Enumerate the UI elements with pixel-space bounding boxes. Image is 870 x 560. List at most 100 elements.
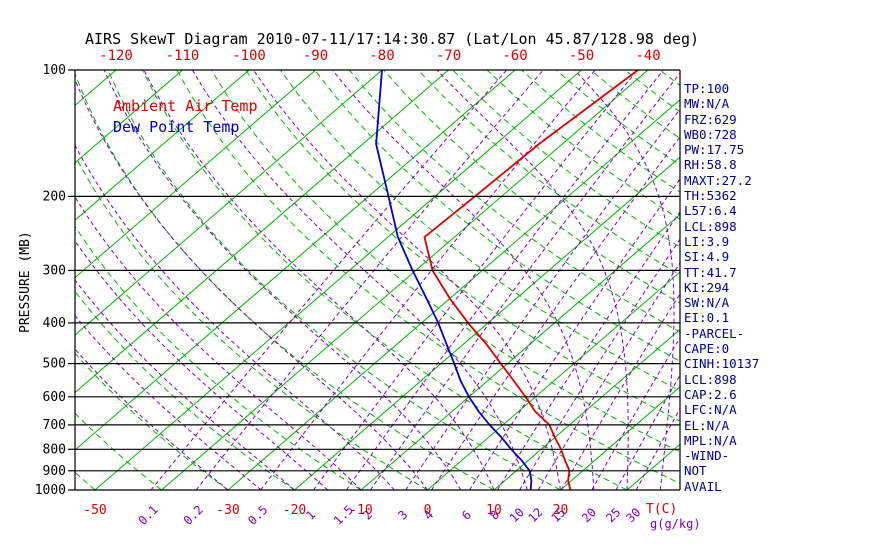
stat-line: TT:41.7 bbox=[684, 264, 737, 280]
pressure-tick-label: 400 bbox=[43, 316, 66, 331]
top-temp-tick-label: -70 bbox=[436, 48, 461, 64]
chart-line bbox=[493, 328, 680, 490]
stat-line: CAPE:0 bbox=[684, 341, 730, 357]
mixing-ratio-unit-label: g(g/kg) bbox=[650, 517, 701, 531]
top-temp-tick-label: -110 bbox=[166, 48, 200, 64]
mixing-ratio-tick-label: 30 bbox=[623, 505, 643, 525]
chart-line bbox=[210, 70, 680, 453]
chart-line bbox=[191, 70, 528, 490]
stat-line: -WIND- bbox=[684, 448, 730, 464]
stat-line: CAP:2.6 bbox=[684, 386, 737, 402]
chart-line bbox=[75, 70, 183, 164]
stat-line: LCL:898 bbox=[684, 218, 737, 234]
stat-line: SW:N/A bbox=[684, 295, 730, 311]
mixing-ratio-tick-label: 12 bbox=[525, 505, 545, 525]
chart-line bbox=[405, 108, 680, 490]
stat-line: MAXT:27.2 bbox=[684, 172, 752, 188]
pressure-axis-label: PRESSURE (MB) bbox=[18, 231, 33, 333]
stat-line: EL:N/A bbox=[684, 417, 730, 433]
stat-line: FRZ:629 bbox=[684, 111, 737, 127]
legend-ambient-air-temp: Ambient Air Temp bbox=[113, 97, 258, 115]
chart-line bbox=[519, 238, 680, 490]
chart-line bbox=[252, 70, 561, 490]
chart-line bbox=[141, 70, 628, 490]
stat-line: -PARCEL- bbox=[684, 325, 745, 341]
stat-line: EI:0.1 bbox=[684, 310, 730, 326]
top-temp-tick-label: -60 bbox=[502, 48, 527, 64]
bottom-temp-tick-label: 10 bbox=[486, 503, 502, 518]
legend-dew-point-temp: Dew Point Temp bbox=[113, 118, 240, 136]
stat-line: SI:4.9 bbox=[684, 249, 730, 265]
chart-line bbox=[294, 156, 680, 490]
bottom-temp-tick-label: 0 bbox=[424, 503, 432, 518]
chart-line bbox=[417, 70, 680, 276]
stat-line: PW:17.75 bbox=[684, 142, 745, 158]
pressure-tick-label: 300 bbox=[43, 263, 66, 278]
chart-line bbox=[348, 70, 680, 333]
stat-line: MW:N/A bbox=[684, 96, 730, 112]
chart-line bbox=[75, 225, 362, 490]
chart-line bbox=[75, 70, 250, 221]
stat-line: LI:3.9 bbox=[684, 233, 730, 249]
bottom-temp-tick-label: -10 bbox=[349, 503, 372, 518]
chart-line bbox=[313, 70, 638, 490]
chart-line bbox=[369, 72, 680, 490]
chart-line bbox=[537, 262, 680, 490]
stat-line: RH:58.8 bbox=[684, 157, 737, 173]
mixing-ratio-tick-label: 10 bbox=[507, 505, 527, 525]
bottom-temp-tick-label: -20 bbox=[283, 503, 306, 518]
bottom-temp-tick-label: -50 bbox=[83, 503, 106, 518]
chart-line bbox=[331, 70, 595, 490]
stat-line: NOT bbox=[684, 463, 707, 479]
top-temp-tick-label: -100 bbox=[232, 48, 266, 64]
stat-line: AVAIL bbox=[684, 478, 722, 494]
pressure-tick-label: 800 bbox=[43, 442, 66, 457]
chart-line bbox=[423, 70, 639, 490]
pressure-tick-label: 100 bbox=[43, 63, 66, 78]
chart-line bbox=[75, 70, 516, 451]
chart-line bbox=[103, 70, 462, 490]
chart-line bbox=[496, 211, 680, 490]
chart-title: AIRS SkewT Diagram 2010-07-11/17:14:30.8… bbox=[85, 30, 700, 48]
mixing-ratio-tick-label: 3 bbox=[395, 508, 410, 523]
chart-line bbox=[75, 196, 362, 490]
chart-line bbox=[375, 70, 533, 490]
chart-line bbox=[75, 154, 428, 490]
chart-line bbox=[143, 70, 495, 490]
pressure-tick-label: 200 bbox=[43, 189, 66, 204]
chart-line bbox=[195, 70, 544, 490]
mixing-ratio-tick-label: 0.5 bbox=[245, 503, 270, 528]
chart-line bbox=[260, 70, 596, 490]
mixing-ratio-tick-label: 0.1 bbox=[136, 503, 161, 528]
chart-line bbox=[360, 213, 680, 490]
stats-panel: TP:100 MW:N/A FRZ:629 WB0:728 PW:17.75 RH:58.… bbox=[684, 81, 759, 494]
bottom-temp-tick-label: -30 bbox=[216, 503, 239, 518]
pressure-tick-label: 700 bbox=[43, 418, 66, 433]
top-temp-tick-label: -80 bbox=[369, 48, 394, 64]
chart-line bbox=[574, 70, 675, 490]
temp-unit-label: T(C) bbox=[646, 502, 678, 517]
chart-line bbox=[469, 178, 680, 490]
stat-line: KI:294 bbox=[684, 279, 730, 295]
pressure-tick-label: 600 bbox=[43, 390, 66, 405]
chart-line bbox=[75, 70, 449, 394]
stat-line: TH:5362 bbox=[684, 188, 737, 204]
chart-line bbox=[345, 70, 664, 490]
stat-line: LFC:N/A bbox=[684, 402, 737, 418]
chart-line bbox=[75, 78, 428, 490]
top-temp-tick-label: -120 bbox=[99, 48, 133, 64]
top-temp-tick-label: -40 bbox=[635, 48, 660, 64]
chart-line bbox=[150, 70, 507, 490]
chart-line bbox=[431, 136, 680, 490]
chart-line bbox=[75, 290, 295, 490]
chart-line bbox=[560, 293, 680, 490]
chart-line bbox=[75, 70, 316, 279]
top-temp-tick-label: -50 bbox=[569, 48, 594, 64]
bottom-temp-tick-label: 20 bbox=[553, 503, 569, 518]
chart-line bbox=[279, 70, 680, 392]
chart-line bbox=[452, 70, 680, 248]
pressure-tick-label: 1000 bbox=[35, 483, 66, 498]
chart-line bbox=[75, 348, 229, 490]
mixing-ratio-tick-label: 1 bbox=[303, 508, 318, 523]
chart-line bbox=[427, 271, 680, 490]
